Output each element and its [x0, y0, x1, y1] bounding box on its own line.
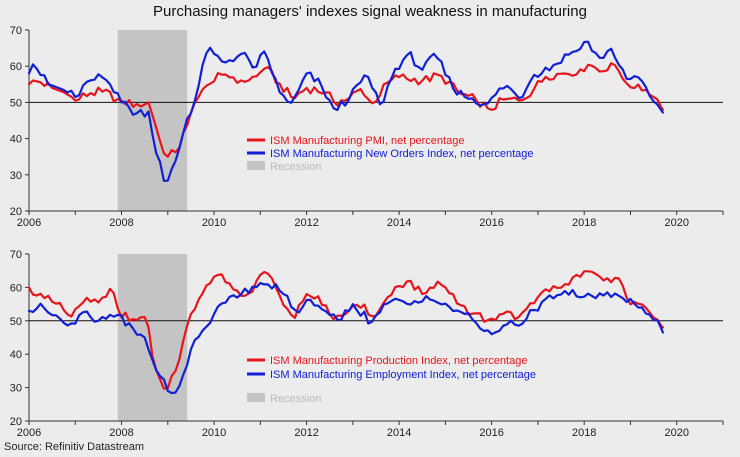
x-tick-label: 2012 [294, 427, 318, 439]
x-tick-label: 2008 [109, 427, 133, 439]
legend-label: ISM Manufacturing Production Index, net … [270, 355, 527, 367]
y-tick-label: 50 [10, 316, 22, 328]
legend-recession-swatch [247, 393, 265, 402]
x-tick-label: 2014 [387, 427, 411, 439]
x-tick-label: 2008 [109, 217, 133, 229]
x-tick-label: 2006 [17, 217, 41, 229]
x-tick-label: 2014 [387, 217, 411, 229]
legend: ISM Manufacturing Production Index, net … [247, 355, 536, 405]
series-line-blue [27, 282, 664, 395]
y-tick-label: 20 [10, 206, 22, 218]
top-panel: 20 30 40 50 60 70 2006 2008 2010 2012 2014 2016 2018… [10, 25, 724, 229]
x-tick-label: 2016 [479, 427, 503, 439]
source-note: Source: Refinitiv Datastream [4, 441, 144, 453]
y-tick-label: 60 [10, 61, 22, 73]
legend-recession-label: Recession [270, 393, 321, 405]
y-tick-label: 40 [10, 134, 22, 146]
x-tick-label: 2010 [202, 427, 226, 439]
x-tick-label: 2006 [17, 427, 41, 439]
x-tick-label: 2012 [294, 217, 318, 229]
x-tick-label: 2010 [202, 217, 226, 229]
bottom-panel: 20 30 40 50 60 70 2006 2008 2010 2012 2014 2016 2018… [10, 249, 724, 439]
series-line-red [27, 62, 664, 158]
y-tick-label: 50 [10, 97, 22, 109]
legend-label: ISM Manufacturing Employment Index, net … [270, 369, 536, 381]
y-tick-label: 40 [10, 349, 22, 361]
legend-label: ISM Manufacturing PMI, net percentage [270, 135, 464, 147]
x-tick-label: 2016 [479, 217, 503, 229]
x-tick-label: 2018 [572, 427, 596, 439]
legend-recession-swatch [247, 161, 265, 170]
legend-recession-label: Recession [270, 161, 321, 173]
y-tick-label: 70 [10, 249, 22, 261]
recession-band [117, 30, 188, 211]
y-tick-label: 70 [10, 25, 22, 37]
chart-title: Purchasing managers' indexes signal weak… [153, 3, 587, 20]
y-tick-label: 30 [10, 383, 22, 395]
legend: ISM Manufacturing PMI, net percentageISM… [247, 135, 534, 173]
x-tick-label: 2018 [572, 217, 596, 229]
y-tick-label: 20 [10, 416, 22, 428]
series-line-blue [27, 40, 664, 182]
x-tick-label: 2020 [664, 217, 688, 229]
series-line-red [27, 270, 664, 390]
y-tick-label: 60 [10, 282, 22, 294]
recession-band [117, 254, 188, 421]
legend-label: ISM Manufacturing New Orders Index, net … [270, 148, 534, 160]
x-tick-label: 2020 [664, 427, 688, 439]
y-tick-label: 30 [10, 170, 22, 182]
